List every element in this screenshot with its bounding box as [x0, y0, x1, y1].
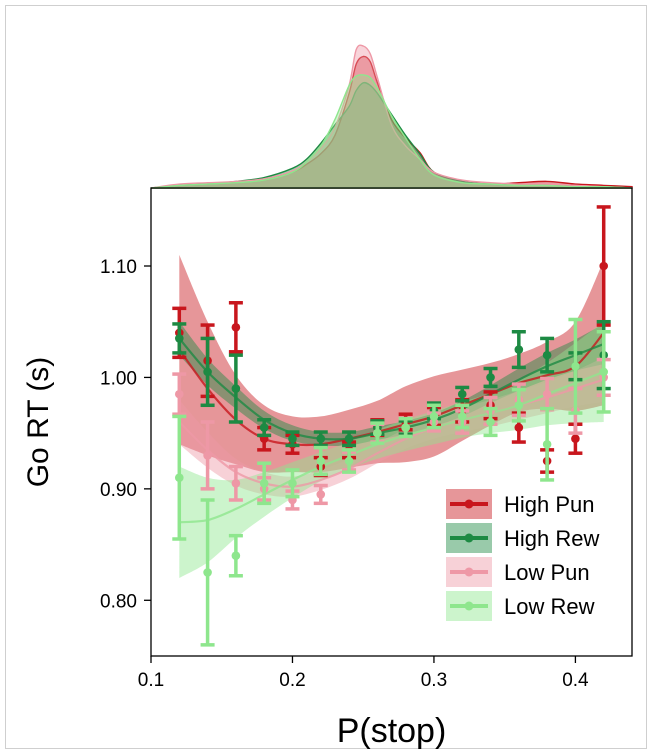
legend: High Pun High Rew Low Pun Low Rew — [446, 489, 599, 621]
data-point — [316, 490, 326, 499]
density-low-pun — [150, 44, 633, 189]
data-point — [571, 361, 580, 371]
plot-frame — [150, 187, 633, 657]
y-axis-label: Go RT (s) — [22, 357, 55, 488]
data-point — [542, 389, 552, 399]
legend-marker — [464, 499, 474, 509]
data-point — [344, 434, 354, 444]
data-point — [231, 384, 241, 393]
axes-layer: 0.1 0.2 0.3 0.4 0.80 0.90 1.00 1.10 — [100, 257, 589, 691]
legend-label: Low Rew — [504, 594, 595, 619]
data-point — [174, 389, 184, 399]
data-point — [514, 423, 524, 432]
marginal-density-layer — [150, 44, 633, 189]
data-point — [457, 389, 467, 399]
y-tick-label: 0.80 — [100, 591, 137, 612]
data-point — [599, 367, 609, 377]
y-tick-label: 1.10 — [100, 257, 137, 278]
data-point — [203, 367, 212, 377]
x-tick-label: 0.2 — [279, 670, 305, 691]
legend-label: Low Pun — [504, 560, 590, 585]
data-point — [457, 412, 467, 421]
legend-item-high-rew: High Rew — [446, 523, 599, 553]
legend-item-high-pun: High Pun — [446, 489, 595, 519]
legend-item-low-pun: Low Pun — [446, 557, 590, 587]
data-point — [571, 434, 580, 444]
legend-label: High Rew — [504, 526, 599, 551]
series-low-rew — [172, 317, 611, 647]
x-tick-label: 0.3 — [421, 670, 447, 691]
data-points-layer — [172, 205, 611, 647]
data-point — [203, 451, 212, 460]
figure-frame — [5, 5, 647, 749]
x-tick-label: 0.1 — [138, 670, 164, 691]
legend-marker — [464, 601, 474, 611]
data-point — [542, 350, 552, 360]
data-point — [203, 568, 212, 577]
data-point — [486, 417, 495, 427]
band-low-rew — [179, 321, 604, 578]
data-point — [259, 423, 269, 432]
data-point — [429, 412, 439, 421]
data-point — [316, 456, 326, 466]
fit-line-low-pun — [178, 378, 605, 488]
y-tick-label: 1.00 — [100, 368, 137, 389]
y-tick-label: 0.90 — [100, 480, 137, 501]
fit-line-high-rew — [178, 337, 605, 441]
data-point — [316, 434, 326, 444]
data-point — [599, 261, 609, 271]
data-point — [231, 551, 241, 561]
x-tick-label: 0.4 — [562, 670, 589, 691]
density-low-rew — [150, 74, 633, 189]
legend-marker — [464, 567, 474, 577]
data-point — [288, 478, 297, 488]
data-point — [259, 478, 269, 488]
data-point — [174, 473, 184, 483]
legend-item-low-rew: Low Rew — [446, 591, 595, 621]
fit-line-low-rew — [179, 370, 605, 524]
data-point — [401, 423, 410, 432]
data-point — [344, 456, 354, 466]
legend-marker — [464, 533, 474, 543]
data-point — [486, 373, 495, 382]
data-point — [231, 478, 241, 488]
data-point — [514, 400, 524, 410]
data-point — [231, 322, 241, 332]
fit-lines-layer — [178, 332, 605, 524]
data-point — [514, 345, 524, 354]
data-point — [288, 434, 297, 444]
data-point — [542, 439, 552, 449]
x-axis-label: P(stop) — [337, 712, 447, 750]
band-high-pun — [179, 254, 604, 473]
data-point — [174, 334, 184, 343]
fit-line-high-pun — [178, 332, 605, 447]
legend-label: High Pun — [504, 492, 595, 517]
data-point — [373, 428, 382, 438]
